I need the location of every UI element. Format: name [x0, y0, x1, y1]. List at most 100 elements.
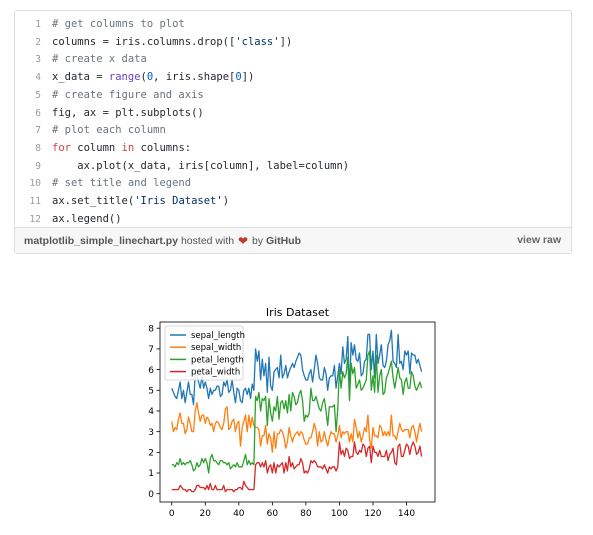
code-text: # create figure and axis	[52, 87, 204, 105]
code-line: 4 x_data = range(0, iris.shape[0])	[15, 69, 571, 87]
series-line-petal-length	[171, 350, 423, 474]
code-token: # plot each column	[52, 124, 166, 137]
legend-label-petal-width: petal_width	[191, 368, 240, 378]
line-number: 10	[29, 178, 41, 190]
y-tick-label: 5	[148, 386, 154, 396]
gist-meta-left: matplotlib_simple_linechart.py hosted wi…	[24, 234, 301, 248]
line-number: 1	[35, 19, 41, 30]
y-tick-label: 1	[148, 469, 154, 479]
code-line: 12 ax.legend()	[15, 211, 571, 227]
code-token: x_data =	[52, 71, 109, 84]
code-token: # create x data	[52, 53, 147, 66]
line-number: 6	[35, 107, 41, 119]
code-token: (	[140, 71, 147, 84]
code-text: columns = iris.columns.drop(['class'])	[52, 34, 292, 52]
gist-filename-link[interactable]: matplotlib_simple_linechart.py	[24, 235, 179, 247]
line-number: 12	[29, 213, 41, 225]
code-token: ax.legend()	[52, 212, 122, 225]
code-token: , iris.shape[	[153, 71, 236, 84]
code-token: ])	[279, 35, 293, 48]
code-token: )	[222, 195, 230, 207]
x-tick-label: 140	[398, 509, 415, 519]
code-line: 5 # create figure and axis	[15, 87, 571, 105]
code-text: # plot each column	[52, 122, 166, 140]
code-token: # set title and legend	[52, 177, 192, 190]
legend-label-sepal-length: sepal_length	[191, 331, 245, 341]
code-text: # set title and legend	[52, 175, 191, 193]
line-number: 2	[35, 36, 41, 48]
code-token: columns:	[134, 141, 192, 154]
line-number: 7	[35, 125, 41, 137]
chart-title: Iris Dataset	[266, 306, 330, 319]
by-text: by	[252, 235, 264, 247]
y-tick-label: 2	[148, 449, 154, 459]
code-token: column	[70, 141, 122, 154]
code-token: 'class'	[235, 35, 280, 48]
x-tick-label: 120	[364, 509, 381, 519]
x-tick-label: 20	[200, 509, 212, 519]
code-text: ax.legend()	[52, 211, 122, 227]
y-tick-label: 4	[148, 407, 154, 417]
x-tick-label: 80	[300, 509, 312, 519]
code-token: fig, ax = plt.subplots()	[52, 106, 204, 119]
line-number: 11	[29, 196, 41, 207]
code-token: range	[108, 71, 141, 84]
line-number: 3	[35, 54, 41, 66]
iris-line-chart: Iris Dataset 0 20 40 60 80 100 120 140 0 1 2 3 4 5 6 7 8 s…	[148, 306, 436, 519]
line-number: 5	[35, 89, 41, 101]
y-tick-label: 3	[148, 428, 154, 438]
code-line: 9 ax.plot(x_data, iris[column], label=co…	[15, 158, 571, 176]
code-text: ax.set_title('Iris Dataset')	[52, 193, 229, 211]
code-token: columns = iris.columns.drop([	[52, 35, 236, 48]
series-line-sepal-width	[171, 402, 423, 453]
y-tick-label: 7	[148, 345, 154, 355]
code-text: # create x data	[52, 51, 147, 69]
series-line-petal-width	[171, 441, 423, 493]
x-tick-label: 100	[331, 509, 348, 519]
code-token: for	[52, 141, 71, 154]
legend-box	[164, 325, 244, 381]
gist-meta-bar: matplotlib_simple_linechart.py hosted wi…	[15, 227, 571, 253]
gist-embed: 1 # get columns to plot 2 columns = iris.co…	[14, 10, 572, 254]
code-token: ax.plot(x_data, iris[column], label=colu…	[52, 159, 350, 172]
legend-label-sepal-width: sepal_width	[191, 343, 241, 353]
github-link[interactable]: GitHub	[266, 235, 302, 247]
code-token: 'Iris Dataset'	[134, 195, 223, 207]
code-text: fig, ax = plt.subplots()	[52, 105, 204, 123]
series-line-sepal-length	[171, 329, 423, 406]
y-tick-label: 6	[148, 366, 154, 376]
code-line: 3 # create x data	[15, 51, 571, 69]
code-token: in	[121, 141, 135, 154]
line-number: 8	[35, 142, 41, 154]
code-line: 1 # get columns to plot	[15, 16, 571, 34]
code-token: # create figure and axis	[52, 88, 204, 101]
code-text: for column in columns:	[52, 140, 191, 158]
y-tick-label: 8	[148, 324, 154, 334]
x-tick-label: 40	[233, 509, 245, 519]
code-token: 0	[235, 71, 242, 84]
heart-icon: ❤	[238, 234, 249, 248]
code-block: 1 # get columns to plot 2 columns = iris.co…	[15, 11, 571, 227]
y-tick-label: 0	[148, 490, 154, 500]
code-token: ax.set_title(	[52, 195, 135, 207]
code-line: 2 columns = iris.columns.drop(['class'])	[15, 34, 571, 52]
code-line: 10 # set title and legend	[15, 175, 571, 193]
code-token: # get columns to plot	[52, 18, 185, 30]
code-line: 7 # plot each column	[15, 122, 571, 140]
x-tick-label: 60	[267, 509, 279, 519]
code-line: 6 fig, ax = plt.subplots()	[15, 105, 571, 123]
code-token: ])	[241, 71, 255, 84]
view-raw-link[interactable]: view raw	[517, 234, 561, 246]
code-text: ax.plot(x_data, iris[column], label=colu…	[52, 158, 349, 176]
code-token: 0	[146, 71, 154, 84]
legend-label-petal-length: petal_length	[191, 355, 244, 365]
code-text: # get columns to plot	[52, 16, 185, 34]
code-line: 11 ax.set_title('Iris Dataset')	[15, 193, 571, 211]
hosted-with-text: hosted with	[180, 235, 235, 247]
line-number: 9	[35, 160, 41, 172]
line-number: 4	[35, 72, 41, 84]
code-line: 8 for column in columns:	[15, 140, 571, 158]
code-text: x_data = range(0, iris.shape[0])	[52, 69, 254, 87]
x-tick-label: 0	[169, 509, 175, 519]
plot-frame	[159, 321, 436, 503]
